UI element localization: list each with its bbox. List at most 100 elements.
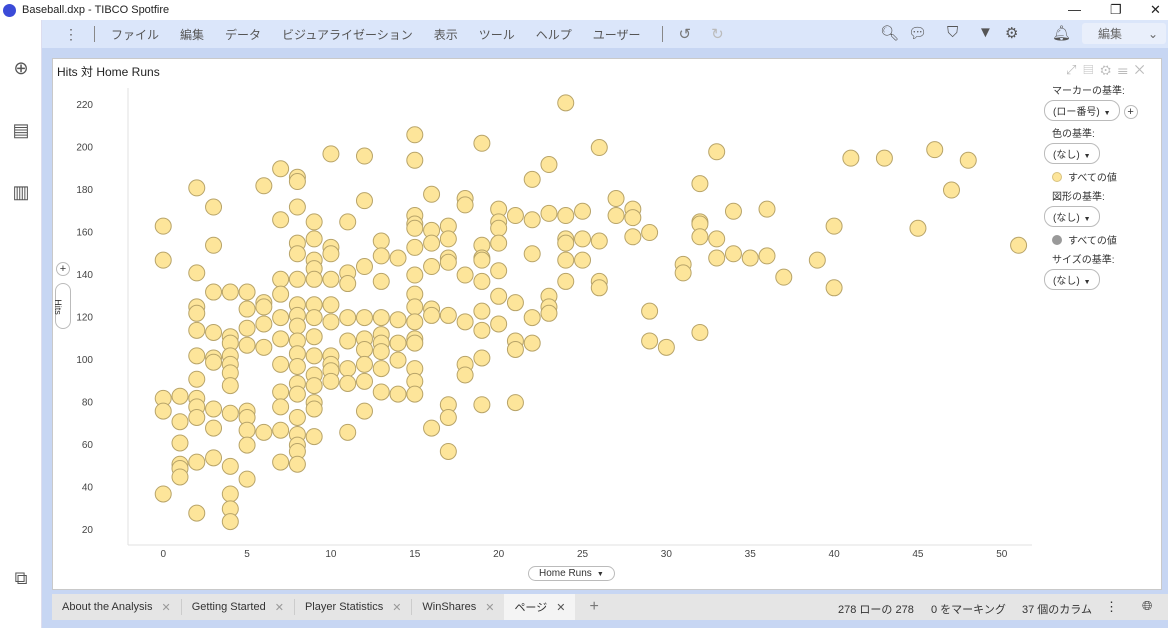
data-point[interactable] xyxy=(288,357,306,375)
search-icon[interactable]: 🔍︎ xyxy=(880,25,900,42)
data-point[interactable] xyxy=(825,279,843,297)
color-by-dropdown[interactable]: (なし) ▼ xyxy=(1044,143,1100,164)
data-point[interactable] xyxy=(288,317,306,335)
data-point[interactable] xyxy=(255,177,273,195)
data-point[interactable] xyxy=(355,402,373,420)
data-point[interactable] xyxy=(423,419,441,437)
color-legend-item[interactable]: すべての値 xyxy=(1068,173,1117,184)
data-point[interactable] xyxy=(272,421,290,439)
data-point[interactable] xyxy=(439,442,457,460)
data-point[interactable] xyxy=(272,160,290,178)
data-point[interactable] xyxy=(372,232,390,250)
close-tab-icon[interactable]: ✕ xyxy=(161,601,171,614)
data-point[interactable] xyxy=(490,234,508,252)
close-tab-icon[interactable]: ✕ xyxy=(274,601,284,614)
y-axis-selector[interactable]: Hits xyxy=(53,283,71,329)
data-point[interactable] xyxy=(389,334,407,352)
data-point[interactable] xyxy=(406,313,424,331)
data-point[interactable] xyxy=(221,377,239,395)
data-point[interactable] xyxy=(188,408,206,426)
data-point[interactable] xyxy=(272,398,290,416)
data-point[interactable] xyxy=(1010,236,1028,254)
data-point[interactable] xyxy=(456,366,474,384)
data-point[interactable] xyxy=(238,283,256,301)
data-point[interactable] xyxy=(540,204,558,222)
data-point[interactable] xyxy=(691,175,709,193)
data-point[interactable] xyxy=(154,217,172,235)
data-point[interactable] xyxy=(406,151,424,169)
data-point[interactable] xyxy=(590,139,608,157)
data-point[interactable] xyxy=(238,336,256,354)
data-point[interactable] xyxy=(657,338,675,356)
data-point[interactable] xyxy=(641,332,659,350)
data-point[interactable] xyxy=(607,190,625,208)
data-point[interactable] xyxy=(272,355,290,373)
data-point[interactable] xyxy=(238,470,256,488)
close-tab-icon[interactable]: ✕ xyxy=(392,601,402,614)
data-table-icon[interactable]: ▤ xyxy=(12,120,30,140)
data-point[interactable] xyxy=(423,234,441,252)
data-point[interactable] xyxy=(691,228,709,246)
data-point[interactable] xyxy=(305,428,323,446)
data-point[interactable] xyxy=(574,230,592,248)
data-point[interactable] xyxy=(154,251,172,269)
data-point[interactable] xyxy=(355,340,373,358)
data-point[interactable] xyxy=(188,347,206,365)
data-point[interactable] xyxy=(171,434,189,452)
data-point[interactable] xyxy=(221,457,239,475)
menu-view[interactable]: 表示 xyxy=(433,27,458,42)
data-point[interactable] xyxy=(288,270,306,288)
close-tab-icon[interactable]: ✕ xyxy=(556,601,566,614)
data-point[interactable] xyxy=(205,449,223,467)
data-point[interactable] xyxy=(188,264,206,282)
bookmark-icon[interactable]: ⛉ xyxy=(947,24,959,41)
data-point[interactable] xyxy=(305,213,323,231)
data-point[interactable] xyxy=(288,385,306,403)
data-point[interactable] xyxy=(272,383,290,401)
data-point[interactable] xyxy=(590,232,608,250)
undo-icon[interactable]: ↺ xyxy=(678,26,692,43)
globe-icon[interactable]: 🌐︎ xyxy=(1142,598,1153,613)
close-icon[interactable]: ✕ xyxy=(1134,62,1152,77)
data-point[interactable] xyxy=(272,270,290,288)
data-point[interactable] xyxy=(574,202,592,220)
notification-icon[interactable]: 🔔︎ xyxy=(1052,25,1072,42)
status-more-icon[interactable]: ⋮ xyxy=(1105,599,1118,614)
data-point[interactable] xyxy=(557,234,575,252)
data-point[interactable] xyxy=(355,355,373,373)
data-point[interactable] xyxy=(490,219,508,237)
data-point[interactable] xyxy=(238,300,256,318)
tab-page[interactable]: ページ ✕ xyxy=(504,594,576,620)
data-point[interactable] xyxy=(775,268,793,286)
data-point[interactable] xyxy=(255,423,273,441)
data-point[interactable] xyxy=(708,249,726,267)
tab-getting-started[interactable]: Getting Started ✕ xyxy=(182,599,295,615)
data-point[interactable] xyxy=(322,313,340,331)
data-point[interactable] xyxy=(255,298,273,316)
data-point[interactable] xyxy=(305,347,323,365)
data-point[interactable] xyxy=(506,340,524,358)
data-point[interactable] xyxy=(339,423,357,441)
data-point[interactable] xyxy=(473,272,491,290)
data-point[interactable] xyxy=(221,485,239,503)
data-point[interactable] xyxy=(741,249,759,267)
data-point[interactable] xyxy=(557,251,575,269)
data-point[interactable] xyxy=(624,228,642,246)
data-point[interactable] xyxy=(758,200,776,218)
data-point[interactable] xyxy=(708,230,726,248)
data-point[interactable] xyxy=(288,173,306,191)
data-point[interactable] xyxy=(288,245,306,263)
data-point[interactable] xyxy=(305,230,323,248)
data-point[interactable] xyxy=(205,283,223,301)
data-point[interactable] xyxy=(205,198,223,216)
data-point[interactable] xyxy=(322,296,340,314)
data-point[interactable] xyxy=(641,224,659,242)
menu-file[interactable]: ファイル xyxy=(111,27,160,42)
gear-icon[interactable]: ⚙ xyxy=(1005,25,1019,42)
data-point[interactable] xyxy=(875,149,893,167)
data-point[interactable] xyxy=(909,219,927,237)
data-point[interactable] xyxy=(272,309,290,327)
data-point[interactable] xyxy=(339,309,357,327)
data-point[interactable] xyxy=(238,421,256,439)
marker-by-dropdown[interactable]: (ロー番号) ▼ xyxy=(1044,100,1120,121)
